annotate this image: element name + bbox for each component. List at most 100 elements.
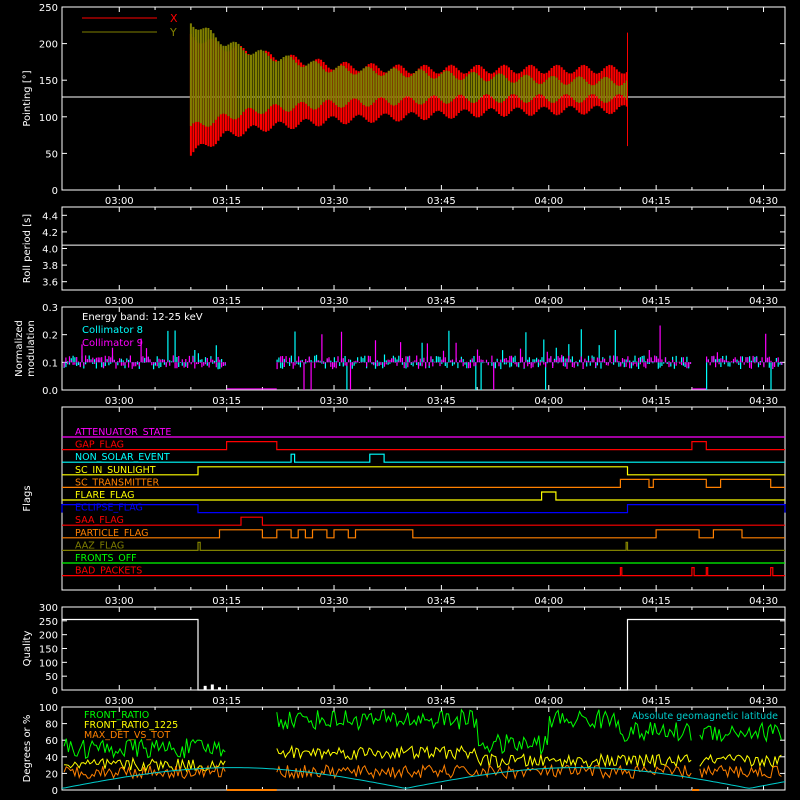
flag-line-aaz-flag — [62, 541, 785, 551]
x-tick-label: 03:15 — [212, 696, 241, 707]
panel-frame-0 — [61, 6, 786, 191]
x-tick-label: 04:15 — [642, 196, 671, 207]
x-tick-label: 04:30 — [749, 196, 778, 207]
y-tick-label: 4.0 — [42, 245, 58, 256]
legend-label-x: X — [170, 12, 178, 25]
y-tick-label: 60 — [45, 736, 58, 747]
y-tick-label: 100 — [39, 658, 58, 669]
x-tick-label: 04:30 — [749, 696, 778, 707]
legend-label-collimator-9: Collimator 9 — [82, 338, 143, 349]
y-axis-label-quality: Quality — [22, 631, 33, 667]
x-tick-label: 03:00 — [105, 696, 134, 707]
x-tick-label: 04:15 — [642, 696, 671, 707]
x-tick-label: 04:00 — [534, 696, 563, 707]
flag-line-bad-packets — [62, 567, 785, 577]
x-tick-label: 03:30 — [320, 296, 349, 307]
series-band-y — [189, 23, 628, 127]
x-tick-label: 03:00 — [105, 296, 134, 307]
flag-label-sc-transmitter: SC_TRANSMITTER — [75, 477, 160, 488]
x-tick-label: 03:00 — [105, 396, 134, 407]
x-tick-label: 03:00 — [105, 196, 134, 207]
flag-label-flare-flag: FLARE_FLAG — [75, 490, 135, 501]
degrees-series-max-det-vs-tot — [63, 763, 782, 780]
legend-label-y: Y — [169, 26, 177, 39]
y-tick-label: 3.8 — [42, 261, 58, 272]
x-tick-label: 03:30 — [320, 396, 349, 407]
panel-frame-5 — [61, 706, 786, 791]
y-tick-label: 0.2 — [42, 331, 58, 342]
modulation-series-8 — [63, 329, 783, 390]
x-tick-label: 03:15 — [212, 296, 241, 307]
legend-label-geomagnetic-latitude: Absolute geomagnetic latitude — [632, 711, 778, 722]
panel-frame-1 — [61, 206, 786, 291]
energy-band-annotation: Energy band: 12-25 keV — [82, 312, 203, 323]
degrees-series-front-ratio — [63, 708, 782, 759]
y-tick-label: 20 — [45, 769, 58, 780]
y-tick-label: 50 — [45, 149, 58, 160]
x-tick-label: 04:00 — [534, 296, 563, 307]
x-tick-label: 04:30 — [749, 596, 778, 607]
legend-label-front-ratio: FRONT_RATIO — [84, 710, 149, 721]
geomagnetic-latitude-series — [61, 767, 786, 789]
modulation-series-9 — [63, 325, 783, 390]
flag-line-saa-flag — [62, 516, 785, 526]
flag-label-particle-flag: PARTICLE_FLAG — [75, 528, 148, 539]
flag-line-gap-flag — [62, 441, 785, 451]
y-axis-label-roll-period: Roll period [s] — [22, 214, 33, 283]
x-tick-label: 04:00 — [534, 396, 563, 407]
flag-line-particle-flag — [62, 529, 785, 539]
legend-label-max-det-vs-tot: MAX_DET_VS_TOT — [84, 730, 170, 741]
x-tick-label: 04:30 — [749, 396, 778, 407]
x-tick-label: 04:15 — [642, 396, 671, 407]
flag-label-saa-flag: SAA_FLAG — [75, 515, 124, 526]
flag-line-eclipse-flag — [61, 504, 786, 514]
y-tick-label: 0 — [52, 686, 58, 697]
x-tick-label: 03:30 — [320, 596, 349, 607]
x-tick-label: 03:45 — [427, 596, 456, 607]
legend-label-front-ratio-1225: FRONT_RATIO_1225 — [84, 720, 178, 731]
y-axis-label-modulation: modulation — [26, 320, 37, 377]
y-tick-label: 300 — [39, 603, 58, 614]
flag-line-sc-in-sunlight — [62, 466, 785, 476]
y-tick-label: 100 — [39, 113, 58, 124]
flag-label-fronts-off: FRONTS_OFF — [75, 553, 137, 564]
panel-frame-3 — [61, 406, 786, 591]
y-tick-label: 40 — [45, 753, 58, 764]
y-tick-label: 250 — [39, 3, 58, 14]
x-tick-label: 03:00 — [105, 596, 134, 607]
flag-label-eclipse-flag: ECLIPSE_FLAG — [75, 503, 143, 514]
x-tick-label: 04:15 — [642, 596, 671, 607]
x-tick-label: 03:15 — [212, 596, 241, 607]
y-tick-label: 250 — [39, 617, 58, 628]
y-tick-label: 50 — [45, 672, 58, 683]
degrees-series-front-ratio-1225 — [64, 744, 782, 773]
flag-line-sc-transmitter — [62, 478, 785, 488]
flag-label-non-solar-event: NON_SOLAR_EVENT — [75, 452, 170, 463]
y-tick-label: 200 — [39, 631, 58, 642]
y-tick-label: 3.6 — [42, 278, 58, 289]
y-axis-label-flags: Flags — [22, 485, 33, 511]
x-tick-label: 04:00 — [534, 596, 563, 607]
y-tick-label: 80 — [45, 720, 58, 731]
y-tick-label: 0 — [52, 786, 58, 797]
flag-label-sc-in-sunlight: SC_IN_SUNLIGHT — [75, 465, 156, 476]
x-tick-label: 04:30 — [749, 296, 778, 307]
quality-series — [62, 618, 785, 691]
y-tick-label: 100 — [39, 703, 58, 714]
y-tick-label: 4.4 — [42, 211, 58, 222]
y-axis-label-pointing: Pointing [°] — [22, 70, 33, 126]
flag-label-bad-packets: BAD_PACKETS — [75, 566, 142, 577]
x-tick-label: 04:00 — [534, 196, 563, 207]
y-tick-label: 0.0 — [42, 386, 58, 397]
flag-line-flare-flag — [62, 491, 785, 501]
y-tick-label: 200 — [39, 40, 58, 51]
x-tick-label: 03:45 — [427, 196, 456, 207]
x-tick-label: 03:30 — [320, 196, 349, 207]
y-axis-label-normalized: Normalized — [14, 320, 25, 377]
y-tick-label: 0 — [52, 186, 58, 197]
flag-label-gap-flag: GAP_FLAG — [75, 440, 124, 451]
x-tick-label: 03:45 — [427, 396, 456, 407]
y-tick-label: 4.2 — [42, 228, 58, 239]
x-tick-label: 03:45 — [427, 696, 456, 707]
